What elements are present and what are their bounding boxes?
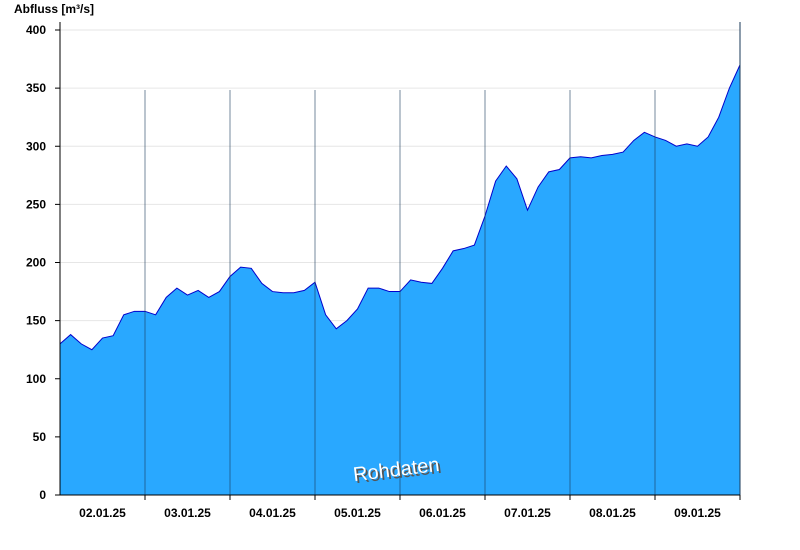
x-tick-label: 04.01.25 (249, 506, 296, 520)
y-axis-title: Abfluss [m³/s] (14, 2, 94, 16)
y-tick-label: 150 (26, 314, 46, 328)
y-tick-label: 50 (33, 430, 47, 444)
x-tick-label: 05.01.25 (334, 506, 381, 520)
y-tick-label: 100 (26, 372, 46, 386)
y-tick-label: 350 (26, 81, 46, 95)
y-tick-label: 200 (26, 256, 46, 270)
y-tick-label: 300 (26, 139, 46, 153)
y-tick-label: 0 (39, 488, 46, 502)
x-tick-label: 09.01.25 (674, 506, 721, 520)
x-tick-label: 03.01.25 (164, 506, 211, 520)
x-tick-label: 08.01.25 (589, 506, 636, 520)
y-tick-label: 250 (26, 197, 46, 211)
x-tick-label: 07.01.25 (504, 506, 551, 520)
y-tick-label: 400 (26, 23, 46, 37)
x-tick-label: 06.01.25 (419, 506, 466, 520)
x-tick-label: 02.01.25 (79, 506, 126, 520)
